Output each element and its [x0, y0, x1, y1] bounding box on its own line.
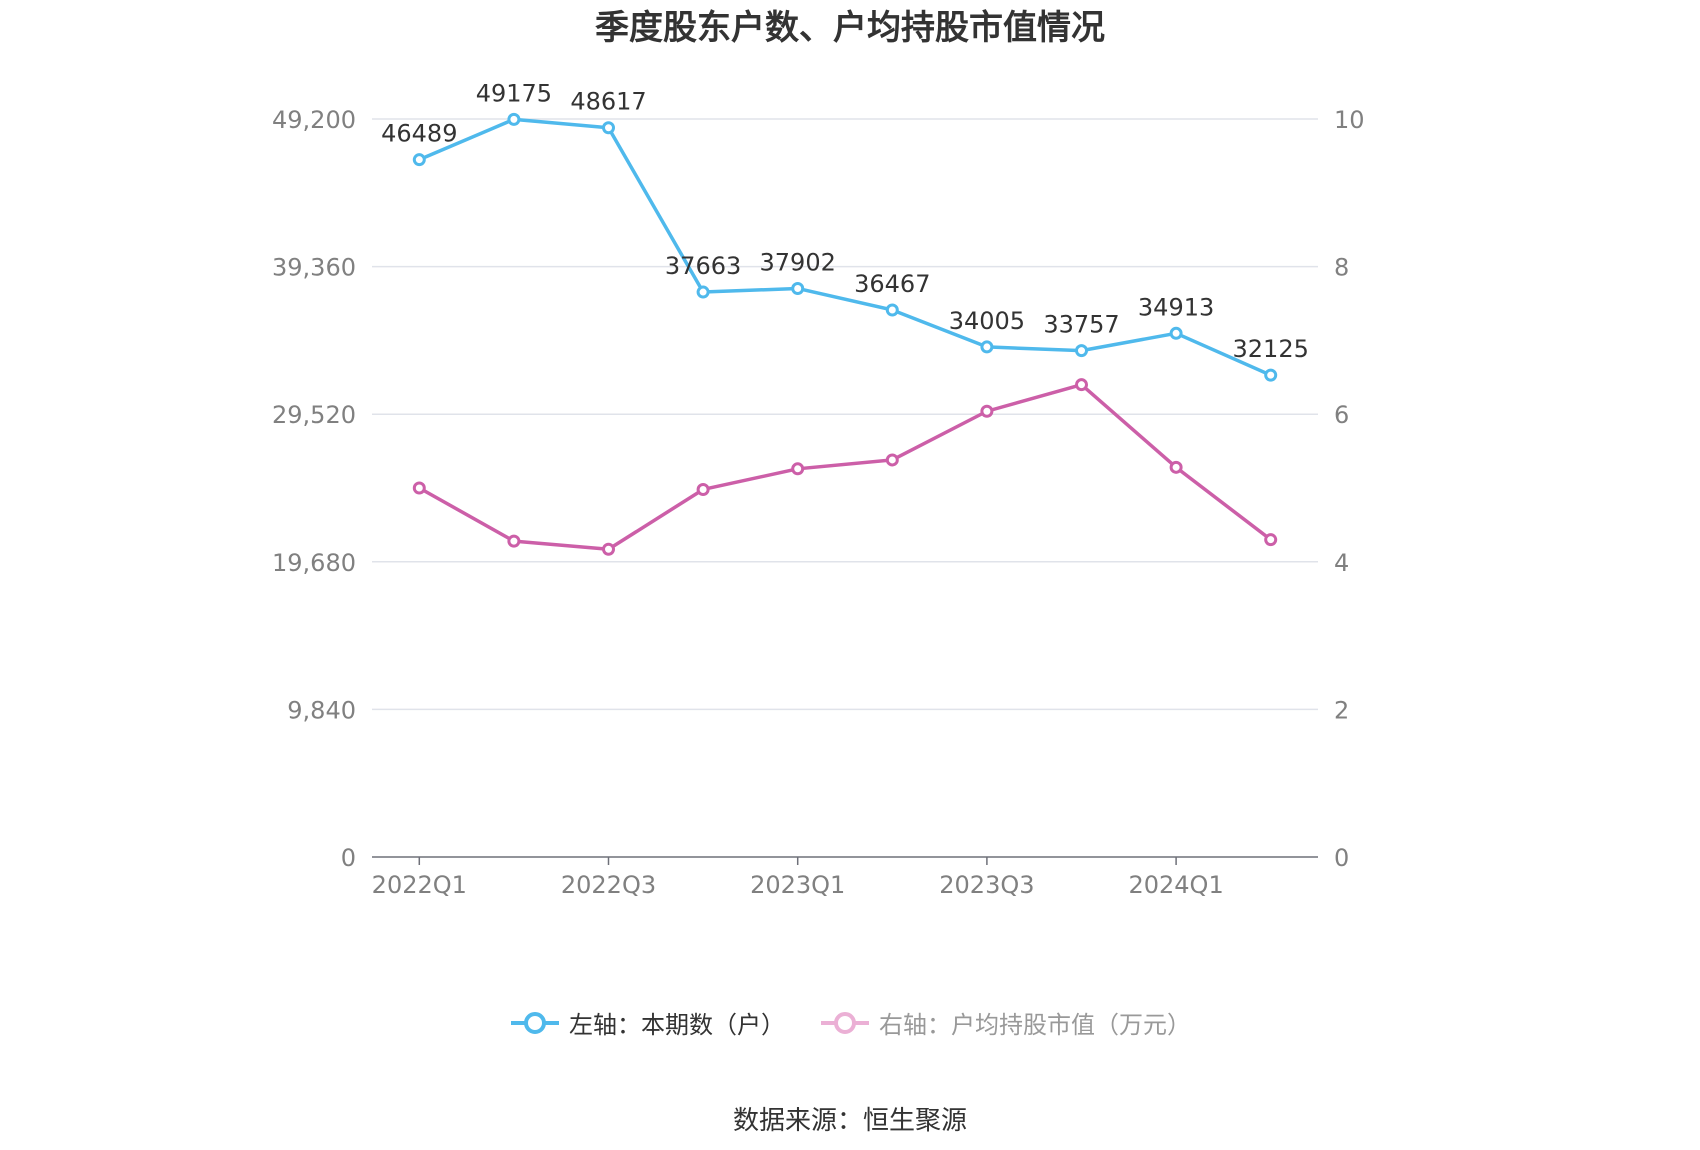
households-data-label: 37663: [665, 252, 741, 280]
legend-marker-avg-value-icon: [821, 1011, 869, 1034]
left-axis-tick-label: 49,200: [272, 106, 356, 134]
households-point: [507, 112, 521, 126]
left-axis-tick-label: 9,840: [287, 696, 356, 724]
avg-value-point: [1264, 533, 1278, 547]
households-point: [412, 153, 426, 167]
x-axis-tick-label: 2023Q3: [939, 871, 1034, 899]
legend-item-households[interactable]: 左轴：本期数（户）: [509, 1005, 785, 1040]
households-point: [885, 303, 899, 317]
x-axis-tick-label: 2022Q3: [561, 871, 656, 899]
right-axis-tick-label: 4: [1334, 549, 1349, 577]
households-data-label: 34005: [949, 307, 1025, 335]
households-data-label: 46489: [381, 120, 457, 148]
households-data-label: 36467: [854, 270, 930, 298]
left-axis-tick-label: 39,360: [272, 254, 356, 282]
right-axis-tick-label: 8: [1334, 254, 1349, 282]
households-point: [980, 340, 994, 354]
chart-title: 季度股东户数、户均持股市值情况: [595, 8, 1105, 48]
right-axis-tick-label: 2: [1334, 696, 1349, 724]
households-point: [1264, 368, 1278, 382]
legend-item-avg-value[interactable]: 右轴：户均持股市值（万元）: [819, 1005, 1191, 1040]
avg-value-point: [980, 404, 994, 418]
households-point: [602, 121, 615, 135]
households-point: [1169, 326, 1183, 340]
households-data-label: 48617: [570, 88, 646, 116]
avg-value-point: [507, 534, 521, 548]
households-data-label: 34913: [1138, 293, 1214, 321]
avg-value-point: [885, 453, 899, 467]
avg-value-point: [602, 542, 615, 556]
left-axis-tick-label: 0: [341, 844, 356, 872]
avg-value-point: [1169, 460, 1183, 474]
avg-value-line: [418, 382, 1272, 552]
households-point: [1075, 344, 1088, 358]
left-axis-tick-label: 29,520: [272, 401, 356, 429]
households-point: [696, 285, 710, 299]
avg-value-point: [412, 481, 426, 495]
households-point: [791, 281, 805, 295]
legend-marker-households-icon: [511, 1011, 559, 1034]
x-axis-tick-label: 2024Q1: [1128, 871, 1223, 899]
right-axis-tick-label: 0: [1334, 844, 1349, 872]
x-axis-tick-label: 2023Q1: [750, 871, 845, 899]
x-axis-tick-label: 2022Q1: [372, 871, 467, 899]
data-source: 数据来源：恒生聚源: [732, 1106, 967, 1136]
households-line: [418, 117, 1272, 377]
avg-value-point: [696, 482, 710, 496]
households-data-label: 37902: [760, 248, 836, 276]
right-axis-tick-label: 6: [1334, 401, 1349, 429]
legend-label-avg-value: 右轴：户均持股市值（万元）: [879, 1011, 1191, 1039]
legend-label-households: 左轴：本期数（户）: [569, 1011, 785, 1039]
avg-value-point: [1075, 378, 1088, 392]
legend: 左轴：本期数（户） 右轴：户均持股市值（万元）: [0, 1005, 1700, 1040]
avg-value-point: [791, 462, 805, 476]
households-data-label: 49175: [476, 79, 552, 107]
left-axis-tick-label: 19,680: [272, 549, 356, 577]
right-axis-tick-label: 10: [1334, 106, 1365, 134]
households-data-label: 32125: [1233, 335, 1309, 363]
households-data-label: 33757: [1043, 311, 1119, 339]
